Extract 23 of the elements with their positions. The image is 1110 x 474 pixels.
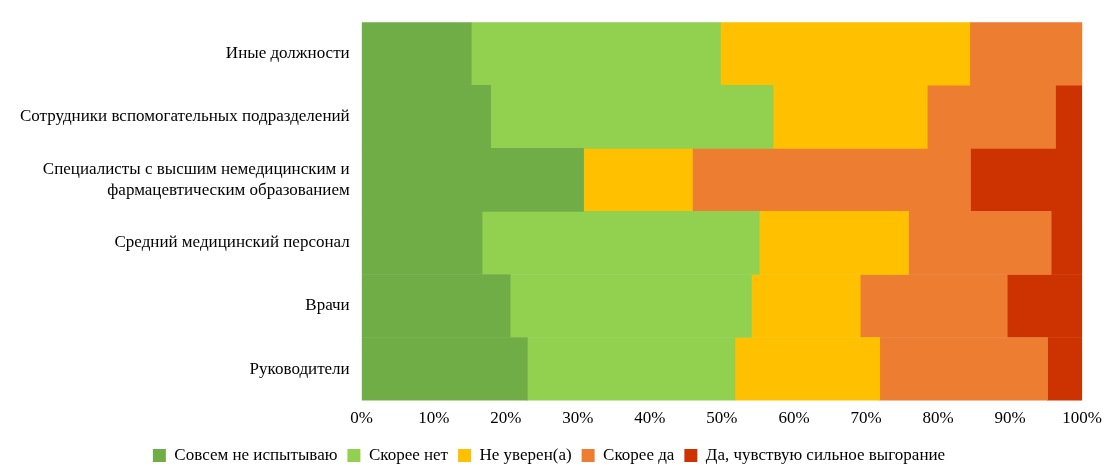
y-tick-label: Сотрудники вспомогательных подразделений bbox=[20, 106, 350, 126]
y-tick-label: Средний медицинский персонал bbox=[114, 232, 351, 252]
legend-label: Скорее да bbox=[603, 444, 675, 464]
legend-label: Совсем не испытываю bbox=[174, 444, 338, 464]
legend-label: Да, чувствую сильное выгорание bbox=[705, 444, 946, 464]
x-tick-label: 60% bbox=[778, 408, 810, 428]
x-tick-label: 30% bbox=[562, 408, 594, 428]
legend-label: Скорее нет bbox=[368, 444, 449, 464]
bar bbox=[583, 148, 693, 212]
legend-label: Не уверен(а) bbox=[479, 444, 572, 464]
x-tick-label: 80% bbox=[922, 408, 954, 428]
y-tick-label: Специалисты с высшим немедицинским и фармацевтическим образованием bbox=[42, 159, 350, 199]
x-tick-label: 20% bbox=[490, 408, 522, 428]
y-tick-label: Руководители bbox=[249, 358, 350, 378]
x-tick-label: 100% bbox=[1062, 408, 1103, 428]
x-tick-label: 10% bbox=[418, 408, 450, 428]
x-tick-label: 90% bbox=[994, 408, 1026, 428]
y-tick-label: Врачи bbox=[305, 295, 350, 315]
x-tick-label: 40% bbox=[634, 408, 666, 428]
y-tick-label: Иные должности bbox=[225, 43, 350, 63]
x-tick-label: 50% bbox=[706, 408, 738, 428]
x-tick-label: 70% bbox=[850, 408, 882, 428]
x-tick-label: 0% bbox=[350, 408, 374, 428]
